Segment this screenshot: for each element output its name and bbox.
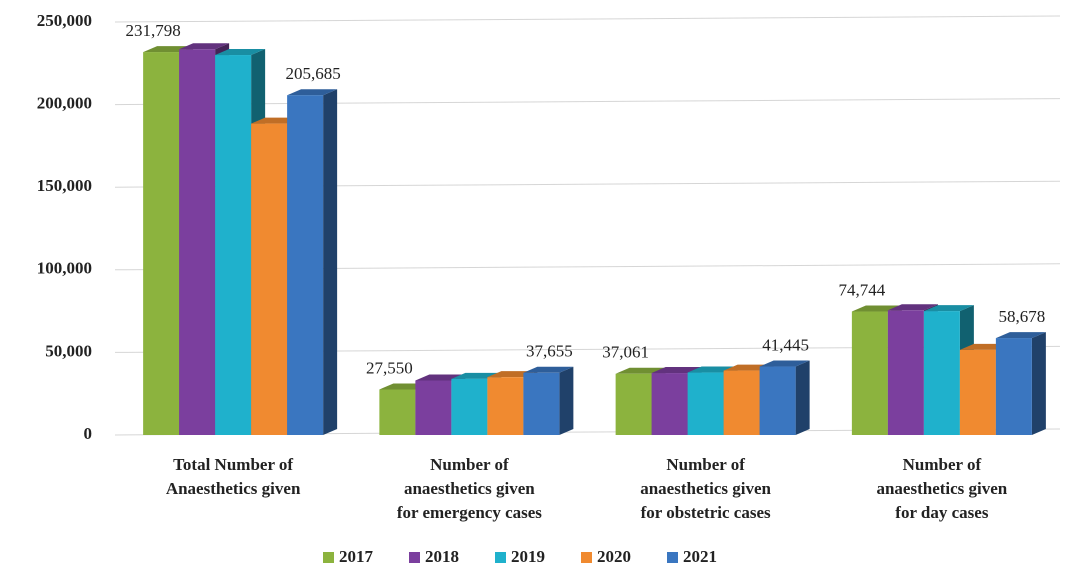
data-label: 37,061 (602, 343, 649, 362)
y-tick-label: 0 (84, 424, 93, 443)
bar (759, 366, 796, 435)
grid-line (114, 15, 1061, 23)
bar (251, 123, 288, 436)
data-label: 41,445 (762, 335, 809, 354)
bar-top (523, 366, 574, 373)
bar (651, 373, 688, 435)
bar-top (887, 304, 938, 311)
bar (215, 55, 252, 435)
y-tick-label: 50,000 (45, 341, 92, 360)
bar-top (759, 360, 810, 367)
bar (995, 338, 1032, 435)
bar-top (615, 367, 666, 374)
x-tick-label: Total Number of (173, 455, 293, 474)
bar (487, 377, 524, 435)
bar (179, 49, 216, 436)
data-label: 205,685 (286, 64, 341, 83)
x-tick-label: anaesthetics given (876, 479, 1007, 498)
legend-swatch (581, 552, 592, 563)
grid-line (114, 98, 1061, 106)
x-tick-label: for obstetric cases (641, 503, 771, 522)
x-tick-label: anaesthetics given (640, 479, 771, 498)
bar (615, 373, 652, 435)
bar (451, 378, 488, 435)
legend-label: 2020 (597, 547, 631, 566)
x-tick-label: for emergency cases (397, 503, 542, 522)
bar (415, 380, 452, 435)
bar-side (1031, 332, 1046, 435)
y-tick-label: 100,000 (37, 259, 92, 278)
x-tick-label: Number of (666, 455, 745, 474)
y-tick-label: 150,000 (37, 176, 92, 195)
legend-swatch (495, 552, 506, 563)
bar-top (923, 305, 974, 312)
bar (287, 95, 324, 436)
bar-top (287, 89, 338, 96)
bar-top (651, 367, 702, 374)
data-label: 27,550 (366, 358, 413, 377)
x-tick-label: for day cases (895, 503, 989, 522)
bar (959, 349, 996, 435)
x-tick-label: anaesthetics given (404, 479, 535, 498)
x-tick-label: Number of (430, 455, 509, 474)
bar-top (995, 332, 1046, 339)
bar (851, 311, 888, 435)
legend-label: 2019 (511, 547, 545, 566)
data-label: 37,655 (526, 342, 573, 361)
bar-side (795, 360, 810, 435)
x-tick-label: Number of (903, 455, 982, 474)
bar (523, 372, 560, 435)
bar-side (559, 366, 574, 435)
bar (887, 310, 924, 435)
y-tick-label: 200,000 (37, 94, 92, 113)
y-tick-label: 250,000 (37, 11, 92, 30)
bar (379, 389, 416, 435)
bar-top (179, 43, 230, 50)
bar (143, 52, 180, 435)
bar-top (215, 49, 266, 56)
legend-swatch (323, 552, 334, 563)
bar (687, 372, 724, 435)
legend-label: 2021 (683, 547, 717, 566)
legend-swatch (667, 552, 678, 563)
data-label: 74,744 (839, 280, 886, 299)
x-tick-label: Anaesthetics given (166, 479, 301, 498)
legend-label: 2017 (339, 547, 374, 566)
data-label: 58,678 (999, 307, 1046, 326)
bar (923, 311, 960, 435)
bar-side (323, 89, 338, 436)
legend-swatch (409, 552, 420, 563)
data-label: 231,798 (126, 21, 181, 40)
bar (723, 370, 760, 435)
legend-label: 2018 (425, 547, 459, 566)
